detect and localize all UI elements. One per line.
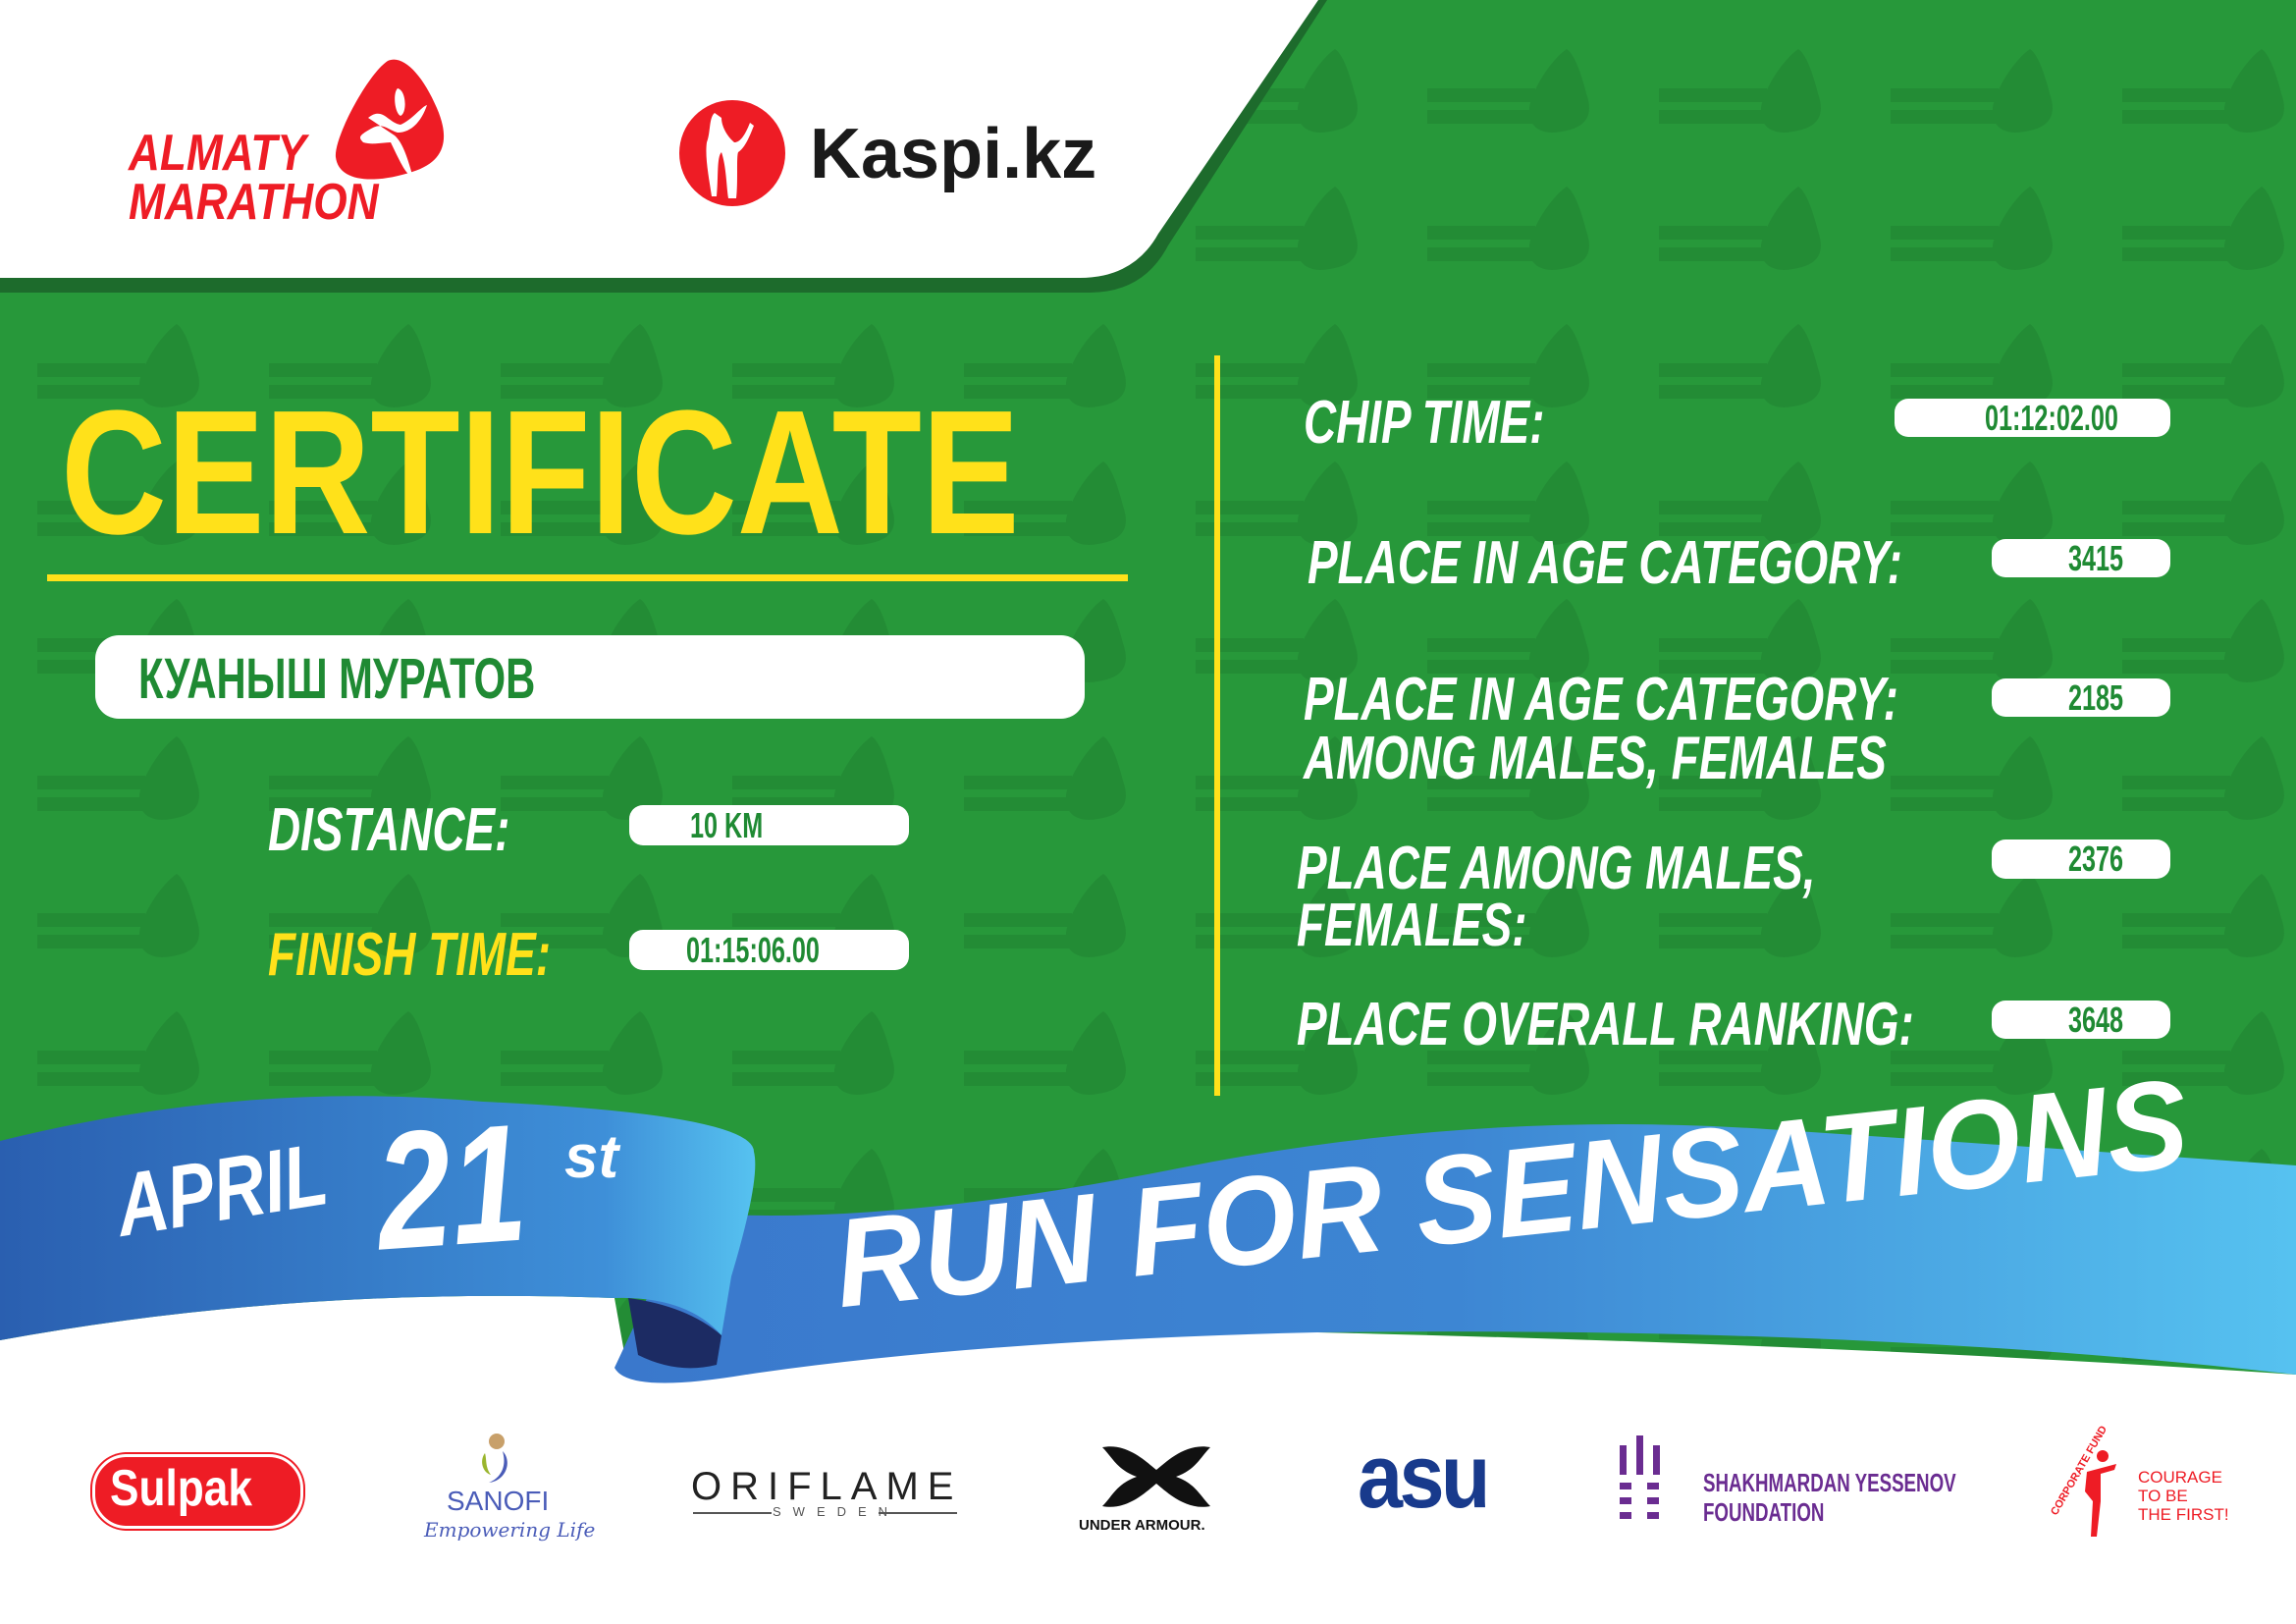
overall-label: PLACE OVERALL RANKING: <box>1297 991 1914 1058</box>
participant-name-field: КУАНЫШ МУРАТОВ <box>95 635 1085 719</box>
certificate-title: CERTIFICATE <box>61 374 1020 571</box>
chip-time-label: CHIP TIME: <box>1304 389 1545 457</box>
age-category-gender-label-line2: AMONG MALES, FEMALES <box>1304 725 1887 792</box>
finish-time-value: 01:15:06.00 <box>686 930 820 970</box>
sanofi-text: SANOFI <box>447 1486 550 1516</box>
runner-drop-icon <box>335 59 445 180</box>
age-category-label: PLACE IN AGE CATEGORY: <box>1308 529 1902 597</box>
age-category-value-box: 3415 <box>1992 539 2170 577</box>
courage-line1: COURAGE <box>2138 1468 2222 1487</box>
distance-value: 10 KM <box>690 805 764 845</box>
age-category-gender-value-box: 2185 <box>1992 678 2170 717</box>
courage-line2: TO BE <box>2138 1487 2188 1505</box>
vertical-divider <box>1214 355 1220 1096</box>
sulpak-text: Sulpak <box>110 1460 252 1517</box>
ribbon-day-suffix: st <box>564 1123 619 1191</box>
gender-value: 2376 <box>2068 839 2124 879</box>
ribbon-main <box>614 1124 2296 1383</box>
yessenov-line1: SHAKHMARDAN YESSENOV <box>1703 1468 1956 1497</box>
sanofi-bird-icon <box>482 1434 507 1483</box>
chip-time-value-box: 01:12:02.00 <box>1895 399 2170 437</box>
chip-time-value: 01:12:02.00 <box>1985 398 2118 438</box>
under-armour-text: UNDER ARMOUR. <box>1079 1517 1205 1534</box>
yessenov-bars-icon <box>1620 1435 1660 1519</box>
asu-text: asu <box>1358 1427 1490 1527</box>
ribbon-day: 21 <box>370 1089 532 1286</box>
courage-runner-icon <box>2085 1450 2116 1537</box>
courage-line3: THE FIRST! <box>2138 1505 2229 1524</box>
overall-value: 3648 <box>2068 1000 2124 1040</box>
distance-value-box: 10 KM <box>629 805 909 845</box>
ribbon-left <box>0 1096 756 1340</box>
age-category-gender-value: 2185 <box>2068 677 2124 718</box>
distance-label: DISTANCE: <box>268 796 510 864</box>
almaty-logo-line2: MARATHON <box>129 174 379 231</box>
under-armour-icon <box>1102 1446 1210 1507</box>
age-category-value: 3415 <box>2068 538 2124 578</box>
age-category-gender-label-line1: PLACE IN AGE CATEGORY: <box>1304 666 1898 733</box>
overall-value-box: 3648 <box>1992 1001 2170 1039</box>
finish-time-label: FINISH TIME: <box>268 921 552 989</box>
title-underline <box>47 574 1128 581</box>
header-panel <box>0 0 1318 278</box>
gender-label-line2: FEMALES: <box>1297 892 1527 959</box>
gender-value-box: 2376 <box>1992 839 2170 879</box>
bottom-white <box>0 1295 2296 1624</box>
almaty-logo-line1: ALMATY <box>129 125 306 182</box>
sanofi-tagline: Empowering Life <box>424 1518 596 1542</box>
finish-time-value-box: 01:15:06.00 <box>629 930 909 970</box>
kaspi-figures-icon <box>679 100 785 206</box>
oriflame-sub: SWEDEN <box>773 1504 900 1519</box>
ribbon-fold <box>628 1298 721 1369</box>
gender-label-line1: PLACE AMONG MALES, <box>1297 835 1816 902</box>
participant-name: КУАНЫШ МУРАТОВ <box>138 647 536 711</box>
kaspi-logo-text: Kaspi.kz <box>810 115 1097 193</box>
yessenov-line2: FOUNDATION <box>1703 1497 1825 1527</box>
oriflame-text: ORIFLAME <box>691 1465 963 1508</box>
